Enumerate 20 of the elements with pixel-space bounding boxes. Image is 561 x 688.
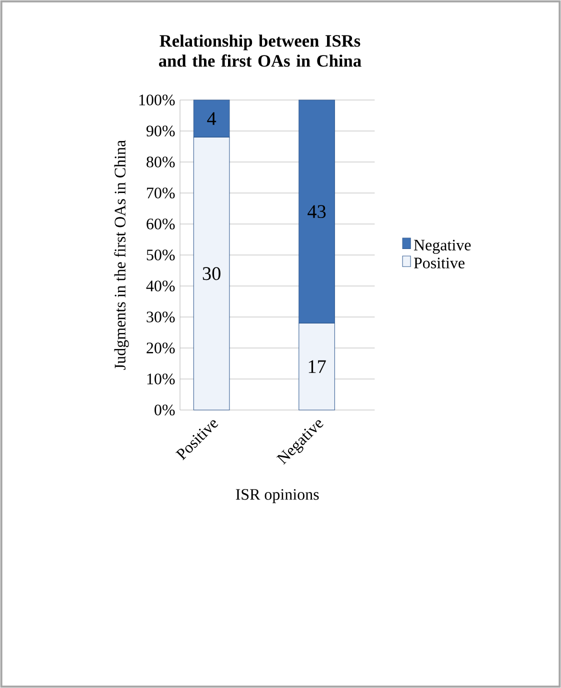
annotation: 30: [202, 267, 220, 280]
y-tick-label: 80%: [146, 156, 175, 168]
chart-title: Relationship between ISRs and the first OAs in China: [158, 34, 362, 67]
y-axis-title: Judgments in the first OAs in China: [114, 140, 129, 370]
y-tick-label: 10%: [147, 374, 175, 384]
legend-label: Negative: [414, 240, 471, 254]
y-tick-label: 90%: [146, 126, 175, 136]
legend-label: Positive: [414, 258, 465, 268]
y-tick-label: 60%: [146, 218, 175, 230]
y-tick-label: 100%: [139, 94, 175, 106]
annotation: 4: [207, 112, 216, 125]
y-tick-label: 70%: [147, 188, 175, 198]
x-axis-title: ISR opinions: [236, 489, 319, 504]
annotation: 43: [308, 205, 326, 218]
y-tick-label: 20%: [146, 342, 175, 354]
y-tick-label: 50%: [146, 250, 175, 260]
y-tick-label: 0%: [154, 404, 175, 416]
y-tick-label: 40%: [146, 280, 175, 292]
annotation: 17: [308, 360, 326, 373]
y-tick-label: 30%: [146, 312, 175, 322]
